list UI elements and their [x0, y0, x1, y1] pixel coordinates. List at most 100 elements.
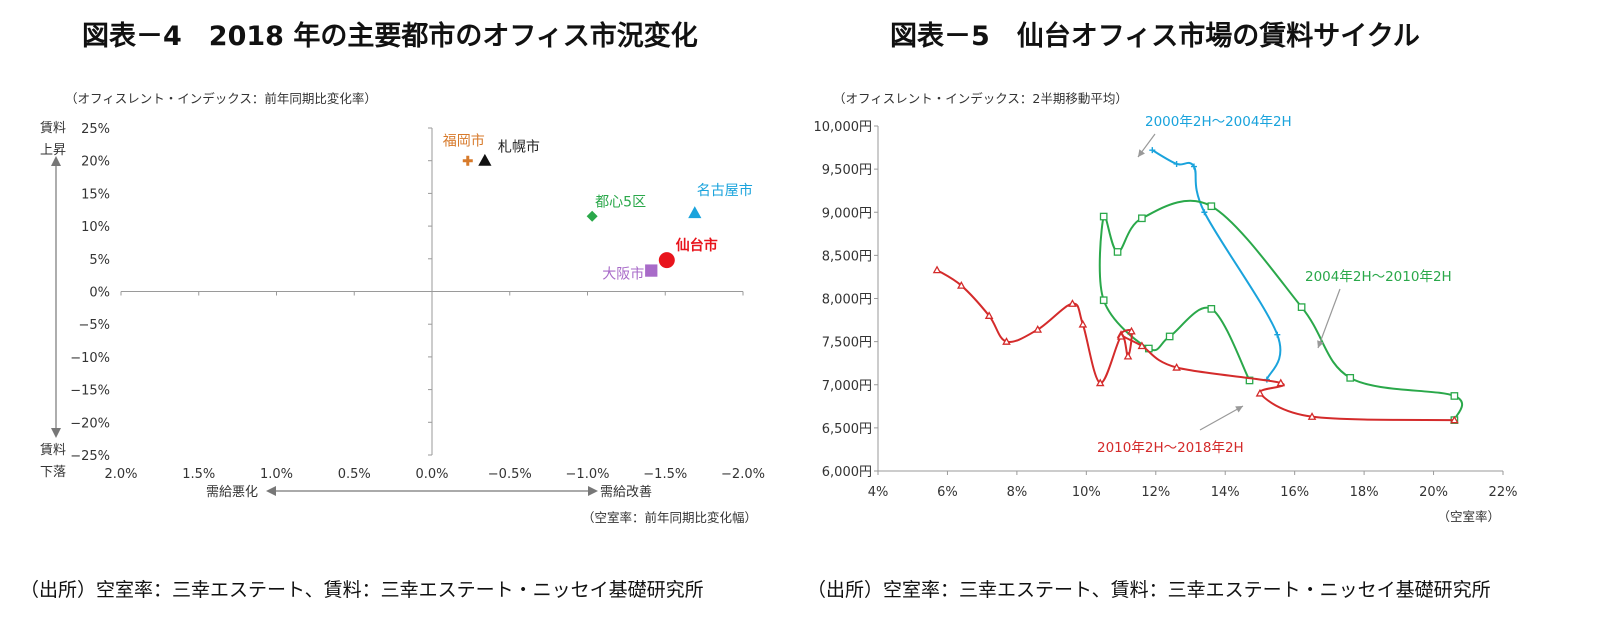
series-point-marker: [1127, 326, 1136, 335]
y-tick-label: 10%: [81, 220, 110, 235]
city-point-marker: [462, 155, 473, 166]
y-tick-label: −25%: [70, 449, 110, 464]
y-arrowhead-up: [51, 156, 61, 166]
y-down-label-1: 賃料: [40, 443, 66, 458]
series-point-marker: [1307, 412, 1317, 420]
y-tick-label: 9,500円: [822, 163, 872, 178]
x-tick-label: 18%: [1350, 485, 1379, 500]
y-tick-label: −15%: [70, 384, 110, 399]
series-point-marker: [1095, 378, 1105, 387]
y-tick-label: 7,500円: [822, 336, 872, 351]
x-tick-label: 12%: [1141, 485, 1170, 500]
y-tick-label: 5%: [89, 253, 110, 268]
y-tick-label: 8,000円: [822, 293, 872, 308]
series-line: [936, 269, 1455, 422]
x-tick-label: 0.5%: [338, 467, 371, 482]
city-point-label: 仙台市: [676, 237, 718, 254]
series-point-marker: [1201, 209, 1208, 216]
series-point-marker: [1165, 332, 1174, 341]
series-point-marker: [1207, 202, 1216, 211]
y-arrowhead-down: [51, 428, 61, 438]
y-tick-label: 9,000円: [822, 206, 872, 221]
y-tick-label: −5%: [78, 318, 110, 333]
annotation-arrowhead: [1138, 149, 1145, 157]
x-right-label: 需給改善: [600, 484, 652, 500]
series-point-marker: [932, 265, 942, 274]
city-point-label: 大阪市: [602, 266, 644, 283]
series-point-marker: [1274, 331, 1281, 338]
y-tick-label: 8,500円: [822, 249, 872, 264]
x-tick-label: 16%: [1280, 485, 1309, 500]
y-tick-label: 10,000円: [814, 120, 873, 135]
y-tick-label: −20%: [70, 416, 110, 431]
series-point-marker: [1173, 160, 1180, 167]
series-annotation-label: 2004年2H～2010年2H: [1305, 269, 1452, 285]
y-tick-label: 15%: [81, 187, 110, 202]
series-point-marker: [1190, 163, 1197, 170]
annotation-arrow: [1199, 405, 1244, 431]
x-arrowhead-right: [588, 486, 598, 496]
city-point-label: 福岡市: [443, 133, 485, 150]
x-tick-label: 20%: [1419, 485, 1448, 500]
series-point-marker: [1207, 304, 1216, 313]
city-point-marker: [478, 153, 492, 166]
series-point-marker: [1276, 378, 1286, 387]
series-point-marker: [1172, 362, 1181, 371]
city-point-marker: [586, 210, 598, 222]
series-point-marker: [1255, 388, 1265, 397]
x-tick-label: 1.0%: [260, 467, 293, 482]
x-tick-label: 4%: [868, 485, 889, 500]
y-tick-label: 6,500円: [822, 422, 872, 437]
sendai-rent-cycle-chart: （オフィスレント・インデックス：2半期移動平均） （空室率） 10,000円 9,50…: [814, 91, 1518, 524]
city-point-marker: [658, 252, 675, 269]
x-tick-label: 1.5%: [182, 467, 215, 482]
series-point-marker: [984, 311, 994, 319]
series-point-marker: [1138, 214, 1146, 223]
series-point-marker: [1450, 392, 1459, 400]
series-point-marker: [1099, 212, 1108, 221]
series-line: [1151, 149, 1282, 380]
series-point-marker: [1078, 319, 1088, 328]
series-point-marker: [1297, 303, 1306, 311]
city-point-label: 名古屋市: [697, 182, 753, 199]
y-unit-note: （オフィスレント・インデックス：前年同期比変化率）: [65, 91, 377, 106]
y-tick-label: −10%: [70, 351, 110, 366]
series-point-marker: [1099, 296, 1108, 305]
city-point-label: 都心5区: [595, 194, 646, 210]
y-tick-label: 6,000円: [822, 465, 872, 480]
y-tick-label: 0%: [89, 286, 110, 301]
x-tick-label: −1.5%: [643, 467, 687, 482]
x-unit-note: （空室率）: [1437, 509, 1500, 524]
x-tick-label: −0.5%: [488, 467, 532, 482]
series-point-marker: [1123, 351, 1133, 360]
city-point-marker: [645, 264, 658, 277]
x-unit-note: （空室率：前年同期比変化幅）: [582, 510, 757, 525]
figure-5-panel: 図表－5 仙台オフィス市場の賃料サイクル （オフィスレント・インデックス：2半期…: [800, 0, 1619, 642]
series-point-marker: [1068, 299, 1077, 307]
x-tick-label: 14%: [1211, 485, 1240, 500]
x-tick-label: 2.0%: [104, 467, 137, 482]
series-annotation-label: 2000年2H～2004年2H: [1145, 114, 1292, 130]
y-up-label-2: 上昇: [40, 143, 66, 158]
annotation-arrow: [1317, 288, 1341, 349]
x-tick-label: 6%: [937, 485, 958, 500]
y-up-label-1: 賃料: [40, 121, 66, 136]
x-tick-label: −1.0%: [566, 467, 610, 482]
y-tick-label: 7,000円: [822, 379, 872, 394]
series-point-marker: [1116, 331, 1126, 340]
series-point-marker: [1346, 373, 1355, 382]
y-down-label-2: 下落: [40, 465, 66, 480]
city-point-label: 札幌市: [498, 139, 540, 156]
figure-4-panel: 図表－4 2018 年の主要都市のオフィス市況変化 （オフィスレント・インデック…: [0, 0, 800, 642]
x-tick-label: 0.0%: [415, 467, 448, 482]
x-arrowhead-left: [266, 486, 276, 496]
city-point-marker: [688, 206, 702, 219]
y-tick-label: 20%: [81, 155, 110, 170]
x-tick-label: 10%: [1072, 485, 1101, 500]
x-left-label: 需給悪化: [206, 485, 258, 500]
series-point-marker: [1450, 415, 1459, 424]
series-point-marker: [957, 281, 966, 289]
figure-4-source: （出所）空室率：三幸エステート、賃料：三幸エステート・ニッセイ基礎研究所: [20, 579, 704, 601]
annotation-arrowhead: [1317, 340, 1324, 348]
series-point-marker: [1137, 341, 1147, 350]
